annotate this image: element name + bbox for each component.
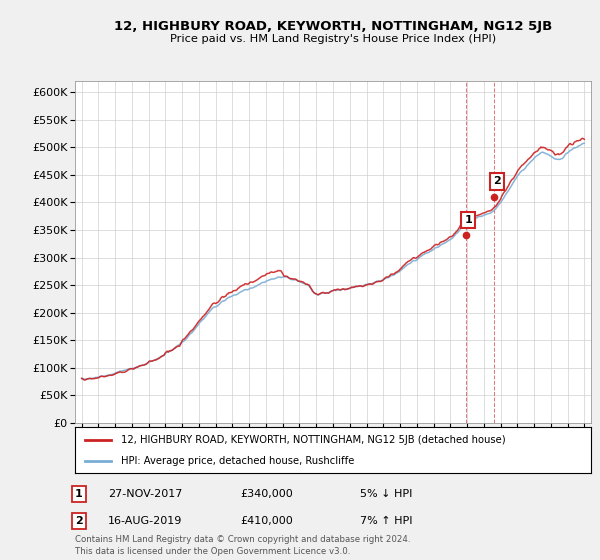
Text: 7% ↑ HPI: 7% ↑ HPI <box>360 516 413 526</box>
Text: Contains HM Land Registry data © Crown copyright and database right 2024.
This d: Contains HM Land Registry data © Crown c… <box>75 535 410 556</box>
Text: 12, HIGHBURY ROAD, KEYWORTH, NOTTINGHAM, NG12 5JB: 12, HIGHBURY ROAD, KEYWORTH, NOTTINGHAM,… <box>114 20 552 32</box>
Text: 2: 2 <box>493 176 500 186</box>
Text: 1: 1 <box>75 489 83 499</box>
Text: 5% ↓ HPI: 5% ↓ HPI <box>360 489 412 499</box>
Text: £410,000: £410,000 <box>240 516 293 526</box>
Text: 1: 1 <box>464 215 472 225</box>
Text: 27-NOV-2017: 27-NOV-2017 <box>108 489 182 499</box>
Text: 16-AUG-2019: 16-AUG-2019 <box>108 516 182 526</box>
Text: HPI: Average price, detached house, Rushcliffe: HPI: Average price, detached house, Rush… <box>121 456 355 466</box>
Text: Price paid vs. HM Land Registry's House Price Index (HPI): Price paid vs. HM Land Registry's House … <box>170 34 496 44</box>
Text: 2: 2 <box>75 516 83 526</box>
Text: £340,000: £340,000 <box>240 489 293 499</box>
Text: 12, HIGHBURY ROAD, KEYWORTH, NOTTINGHAM, NG12 5JB (detached house): 12, HIGHBURY ROAD, KEYWORTH, NOTTINGHAM,… <box>121 435 506 445</box>
